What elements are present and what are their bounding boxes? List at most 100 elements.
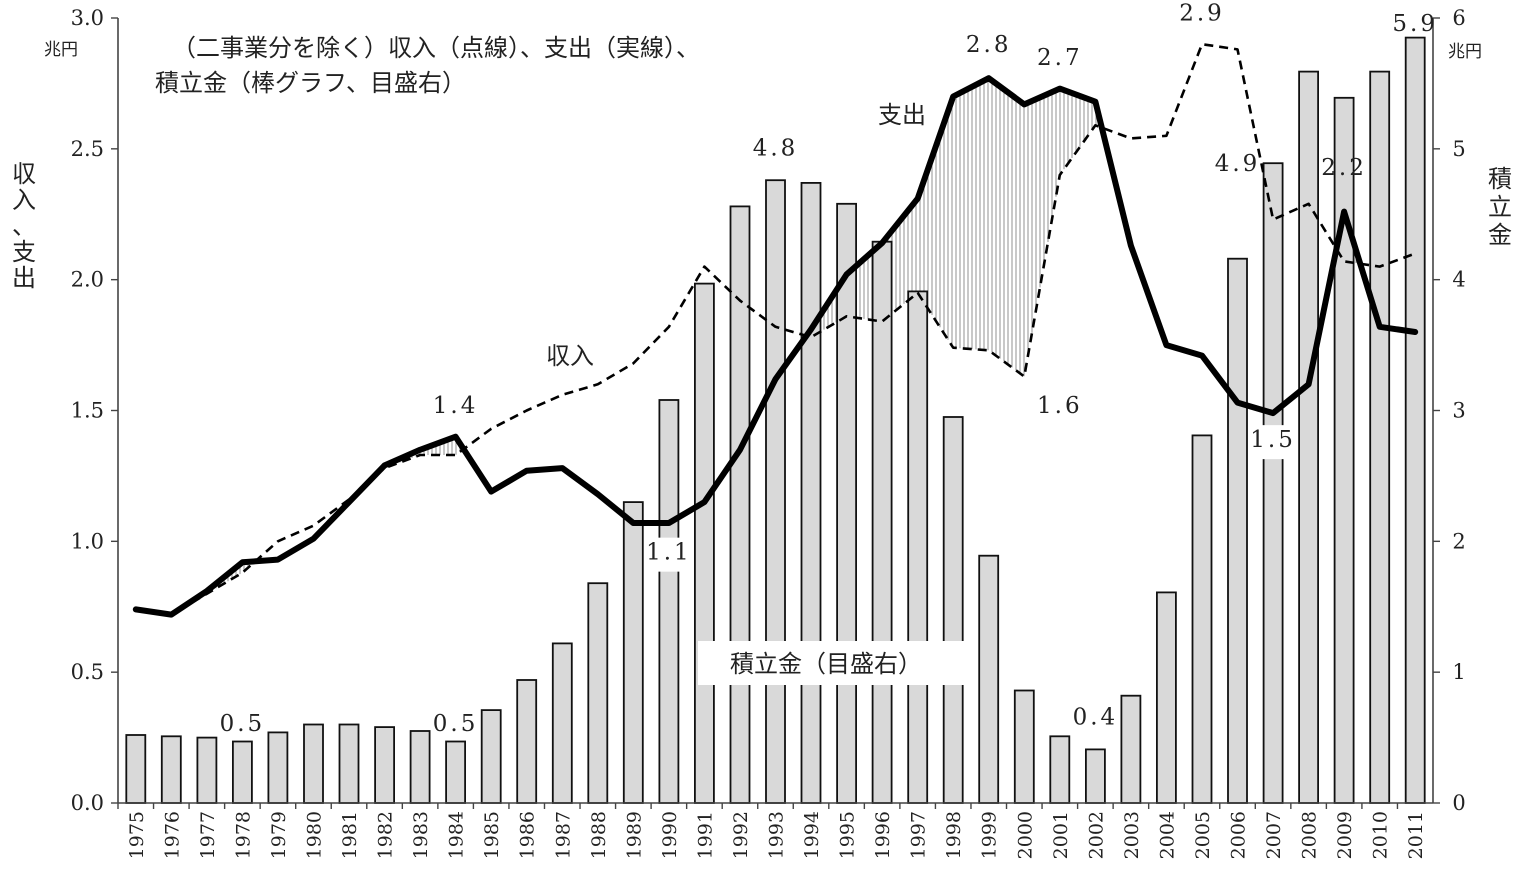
- value-label: 4.9: [1215, 151, 1261, 177]
- left-axis-unit: 兆円: [44, 40, 78, 60]
- x-tick-label: 1979: [268, 811, 290, 859]
- x-tick-label: 1977: [197, 811, 219, 859]
- left-tick-label: 2.5: [71, 137, 104, 161]
- x-tick-label: 1988: [588, 811, 610, 859]
- reserve-bar-1986: [516, 679, 538, 804]
- x-tick-label: 1984: [446, 811, 468, 859]
- legend-note-line1: （二事業分を除く）収入（点線）、支出（実線）、: [172, 34, 700, 62]
- reserve-bar-1977: [196, 736, 218, 804]
- reserve-bar-1978: [231, 740, 253, 804]
- reserve-bar-1983: [409, 730, 431, 804]
- reserve-bar-2006: [1227, 257, 1248, 804]
- x-tick-label: 1985: [481, 811, 503, 859]
- x-tick-label: 2003: [1121, 811, 1143, 859]
- value-label: 1.5: [1250, 427, 1296, 453]
- x-tick-label: 1992: [730, 811, 752, 859]
- reserve-bar-1993: [765, 179, 786, 804]
- value-label: 0.4: [1073, 705, 1119, 731]
- reserve-bar-1981: [338, 723, 360, 804]
- right-tick-label: 5: [1452, 137, 1465, 161]
- x-tick-label: 1995: [837, 811, 859, 859]
- reserve-bar-1992: [729, 205, 751, 804]
- reserve-bar-1991: [694, 282, 715, 804]
- x-tick-label: 1976: [161, 811, 183, 859]
- x-tick-label: 1996: [872, 811, 894, 859]
- value-label: 0.5: [220, 711, 266, 737]
- value-label: 2.7: [1037, 45, 1083, 71]
- reserve-bar-1989: [622, 501, 644, 804]
- left-tick-label: 2.0: [71, 268, 104, 292]
- value-label: 1.1: [646, 540, 692, 566]
- left-axis-title-char: 出: [12, 264, 36, 292]
- x-tick-label: 1978: [232, 811, 254, 859]
- expense-series-label: 支出: [878, 101, 926, 129]
- x-tick-label: 1982: [375, 811, 397, 859]
- x-tick-label: 2011: [1405, 811, 1427, 859]
- x-tick-label: 1986: [517, 811, 539, 859]
- reserve-series-label-background: [698, 641, 966, 685]
- left-tick-label: 3.0: [71, 6, 104, 30]
- left-axis-title-char: 収: [12, 160, 36, 188]
- reserve-bar-1998: [942, 416, 964, 804]
- reserve-bar-2000: [1013, 689, 1035, 804]
- reserve-bar-1984: [445, 740, 467, 804]
- x-tick-label: 1983: [410, 811, 432, 859]
- x-tick-label: 2005: [1192, 811, 1214, 859]
- left-axis-title-char: 支: [12, 238, 36, 266]
- right-axis-title-char: 立: [1488, 193, 1512, 221]
- reserve-bar-2008: [1298, 70, 1319, 804]
- right-tick-label: 6: [1452, 6, 1465, 30]
- value-label-background: [644, 537, 693, 572]
- reserve-series-label: 積立金（目盛右）: [730, 650, 922, 678]
- reserve-bar-1987: [551, 642, 573, 804]
- axis-titles: 収入、支出 積立金: [12, 160, 1512, 292]
- reserve-bar-1975: [125, 734, 147, 804]
- left-tick-label: 1.5: [71, 399, 104, 423]
- expense-line: [132, 75, 1419, 618]
- left-tick-label: 1.0: [71, 529, 104, 553]
- reserve-bar-1999: [978, 554, 1000, 804]
- reserve-bar-1976: [160, 735, 182, 804]
- reserve-bar-1997: [907, 290, 929, 804]
- reserve-bar-1988: [587, 582, 609, 804]
- x-tick-label: 1980: [304, 811, 326, 859]
- chart-text: 兆円 兆円 （二事業分を除く）収入（点線）、支出（実線）、 積立金（棒グラフ、目…: [44, 34, 1482, 685]
- x-tick-label: 1998: [943, 811, 965, 859]
- right-tick-label: 1: [1452, 660, 1465, 684]
- left-axis-title-char: 、: [12, 212, 36, 240]
- x-tick-label: 1993: [766, 811, 788, 859]
- x-tick-label: 2004: [1156, 811, 1178, 859]
- value-label: 2.9: [1179, 1, 1225, 27]
- reserve-bar-1985: [480, 709, 502, 804]
- reserve-bar-2005: [1191, 434, 1213, 804]
- reserve-bar-1995: [836, 202, 857, 804]
- value-label: 2.2: [1321, 155, 1367, 181]
- left-axis-title-char: 入: [12, 186, 36, 214]
- lines: [132, 42, 1419, 618]
- reserve-bar-2009: [1333, 96, 1355, 804]
- x-tick-label: 2000: [1014, 811, 1036, 859]
- x-tick-label: 1990: [659, 811, 681, 859]
- value-label-background: [1249, 425, 1298, 460]
- x-tick-label: 2001: [1050, 811, 1072, 859]
- legend-note-line2: 積立金（棒グラフ、目盛右）: [155, 69, 466, 97]
- x-tick-label: 1991: [694, 811, 716, 859]
- left-tick-label: 0.5: [71, 660, 104, 684]
- x-tick-label: 2006: [1228, 811, 1250, 859]
- reserve-bar-2007: [1262, 162, 1284, 804]
- value-label: 1.4: [433, 393, 479, 419]
- reserve-bar-2011: [1404, 36, 1426, 804]
- right-tick-label: 0: [1452, 791, 1465, 815]
- x-tick-label: 1975: [126, 811, 148, 859]
- income-series-label: 収入: [546, 342, 594, 370]
- reserve-bar-1979: [267, 731, 289, 804]
- x-tick-label: 2007: [1263, 811, 1285, 859]
- reserve-bar-1996: [871, 240, 893, 804]
- reserve-bar-2003: [1120, 694, 1142, 804]
- right-axis-unit: 兆円: [1448, 42, 1482, 62]
- x-tick-label: 2002: [1085, 811, 1107, 859]
- right-axis-title-char: 金: [1488, 221, 1512, 249]
- reserve-bar-1980: [303, 723, 324, 804]
- right-tick-label: 2: [1452, 529, 1465, 553]
- x-tick-label: 1987: [552, 811, 574, 859]
